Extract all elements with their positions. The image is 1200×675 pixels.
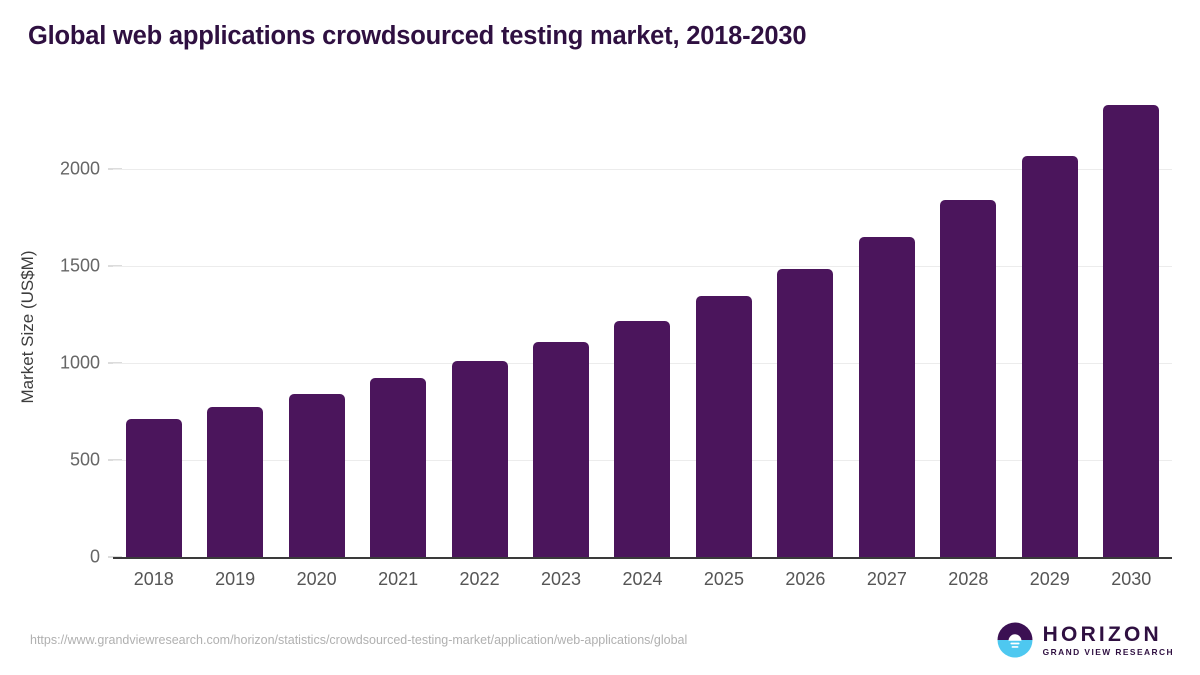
bar-group: 2020	[276, 85, 357, 589]
x-tick-label: 2026	[785, 569, 826, 589]
bar[interactable]	[858, 236, 915, 557]
x-tick-label: 2025	[703, 569, 744, 589]
bar[interactable]	[451, 360, 508, 557]
gridline	[113, 265, 1172, 267]
x-tick-label: 2024	[622, 569, 663, 589]
bar-group: 2028	[928, 85, 1009, 589]
y-tick-label: 1000	[59, 352, 100, 373]
bar-group: 2027	[846, 85, 927, 589]
x-tick-label: 2021	[378, 569, 419, 589]
x-tick-label: 2030	[1111, 569, 1152, 589]
bar[interactable]	[370, 378, 427, 557]
bar[interactable]	[533, 342, 590, 557]
axis-baseline	[113, 557, 1172, 559]
y-axis-ticks: 0 500 1000 1500 2000	[0, 85, 122, 605]
bar-group: 2022	[439, 85, 520, 589]
logo-name: HORIZON	[1042, 622, 1162, 646]
y-tick-label: 2000	[59, 158, 100, 179]
footer: https://www.grandviewresearch.com/horizo…	[0, 613, 1200, 675]
bar-group: 2029	[1009, 85, 1090, 589]
bar-group: 2018	[113, 85, 194, 589]
bar[interactable]	[695, 295, 752, 557]
source-url[interactable]: https://www.grandviewresearch.com/horizo…	[30, 633, 688, 647]
x-tick-label: 2019	[215, 569, 256, 589]
x-tick-label: 2028	[948, 569, 989, 589]
x-tick-label: 2027	[866, 569, 907, 589]
bar[interactable]	[777, 268, 834, 557]
bar[interactable]	[614, 321, 671, 557]
gridline	[113, 168, 1172, 170]
bar-group: 2024	[602, 85, 683, 589]
horizon-logo-text: HORIZON GRAND VIEW RESEARCH	[1043, 624, 1174, 656]
horizon-logo: HORIZON GRAND VIEW RESEARCH	[996, 621, 1174, 659]
bar-series: 2018 2019 2020 2021 2022 2023 2024 2025 2026 2027…	[113, 85, 1172, 589]
x-tick-label: 2022	[459, 569, 500, 589]
bar[interactable]	[125, 419, 182, 557]
bar-group: 2019	[194, 85, 275, 589]
bar-group: 2026	[765, 85, 846, 589]
logo-tagline: GRAND VIEW RESEARCH	[1042, 646, 1174, 657]
y-tick-label: 1500	[59, 255, 100, 276]
bar-group: 2023	[520, 85, 601, 589]
bar-group: 2025	[683, 85, 764, 589]
bar[interactable]	[1021, 155, 1078, 557]
bar-group: 2021	[357, 85, 438, 589]
page-title: Global web applications crowdsourced tes…	[28, 22, 807, 50]
y-tick-label: 0	[89, 546, 100, 567]
bar[interactable]	[940, 199, 997, 557]
bar[interactable]	[1103, 105, 1160, 557]
bar[interactable]	[207, 407, 264, 557]
bar[interactable]	[288, 393, 345, 557]
horizon-logo-icon	[997, 622, 1033, 658]
y-tick-label: 500	[69, 449, 100, 470]
x-tick-label: 2023	[540, 569, 582, 589]
x-tick-label: 2029	[1029, 569, 1070, 589]
x-tick-label: 2020	[296, 569, 337, 589]
bar-group: 2030	[1091, 85, 1172, 589]
x-tick-label: 2018	[133, 569, 174, 589]
plot-area: Market Size (US$M) 0 500 1000 1500 2000 2018…	[0, 85, 1200, 605]
